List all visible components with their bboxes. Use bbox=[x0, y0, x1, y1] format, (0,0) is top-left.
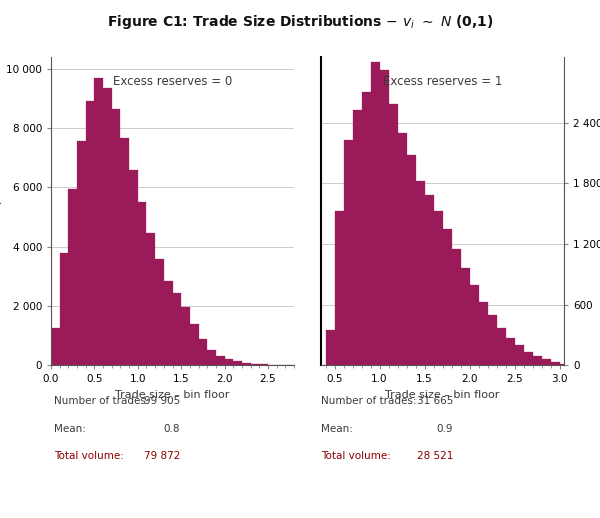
Bar bbox=[59, 253, 68, 365]
Bar bbox=[103, 88, 112, 365]
Bar bbox=[164, 281, 173, 365]
Bar bbox=[407, 155, 415, 365]
Bar bbox=[224, 359, 233, 365]
Text: 0.9: 0.9 bbox=[437, 424, 453, 434]
Bar bbox=[77, 141, 86, 365]
Bar bbox=[242, 363, 251, 365]
Bar bbox=[551, 362, 560, 365]
Bar bbox=[112, 109, 121, 365]
Bar bbox=[488, 314, 497, 365]
Bar bbox=[353, 109, 361, 365]
Text: Total volume:: Total volume: bbox=[321, 451, 391, 461]
Bar bbox=[433, 211, 443, 365]
Bar bbox=[398, 133, 407, 365]
Bar bbox=[190, 324, 199, 365]
Bar bbox=[533, 356, 542, 365]
Text: Mean:: Mean: bbox=[321, 424, 353, 434]
X-axis label: Trade size – bin floor: Trade size – bin floor bbox=[115, 390, 230, 400]
Bar bbox=[51, 328, 59, 365]
Bar bbox=[155, 258, 164, 365]
Bar bbox=[138, 202, 146, 365]
Bar bbox=[415, 181, 425, 365]
Text: 31 665: 31 665 bbox=[416, 396, 453, 406]
Bar bbox=[216, 356, 224, 365]
Bar bbox=[121, 138, 129, 365]
Bar bbox=[560, 364, 569, 365]
Text: Excess reserves = 0: Excess reserves = 0 bbox=[113, 76, 232, 89]
Text: Number of trades:: Number of trades: bbox=[54, 396, 149, 406]
Text: 0.8: 0.8 bbox=[163, 424, 180, 434]
X-axis label: Trade size – bin floor: Trade size – bin floor bbox=[385, 390, 500, 400]
Bar bbox=[259, 364, 268, 365]
Bar bbox=[325, 330, 335, 365]
Bar bbox=[251, 364, 259, 365]
Bar bbox=[505, 338, 515, 365]
Bar bbox=[452, 249, 461, 365]
Bar bbox=[335, 211, 343, 365]
Bar bbox=[497, 328, 505, 365]
Bar bbox=[515, 346, 523, 365]
Bar bbox=[181, 307, 190, 365]
Bar bbox=[371, 62, 380, 365]
Bar bbox=[470, 285, 479, 365]
Bar bbox=[425, 195, 433, 365]
Bar bbox=[233, 362, 242, 365]
Text: Total volume:: Total volume: bbox=[54, 451, 124, 461]
Text: 79 872: 79 872 bbox=[143, 451, 180, 461]
Bar bbox=[523, 352, 533, 365]
Bar bbox=[443, 229, 452, 365]
Text: 99 905: 99 905 bbox=[144, 396, 180, 406]
Bar bbox=[542, 359, 551, 365]
Bar bbox=[173, 293, 181, 365]
Text: 28 521: 28 521 bbox=[416, 451, 453, 461]
Bar bbox=[479, 301, 487, 365]
Text: Excess reserves = 1: Excess reserves = 1 bbox=[383, 76, 502, 89]
Text: Mean:: Mean: bbox=[54, 424, 86, 434]
Bar bbox=[461, 268, 470, 365]
Bar bbox=[361, 92, 371, 365]
Bar bbox=[343, 140, 353, 365]
Bar bbox=[199, 339, 207, 365]
Bar bbox=[129, 169, 138, 365]
Bar bbox=[146, 233, 155, 365]
Bar bbox=[207, 350, 216, 365]
Text: Number of trades:: Number of trades: bbox=[321, 396, 416, 406]
Bar bbox=[94, 78, 103, 365]
Text: Figure C1: Trade Size Distributions $-$ $\mathit{v}_i$ $\sim$ $\mathit{N}$ (0,1): Figure C1: Trade Size Distributions $-$ … bbox=[107, 13, 493, 31]
Bar bbox=[68, 189, 77, 365]
Bar bbox=[380, 70, 389, 365]
Bar bbox=[86, 102, 94, 365]
Bar bbox=[389, 105, 398, 365]
